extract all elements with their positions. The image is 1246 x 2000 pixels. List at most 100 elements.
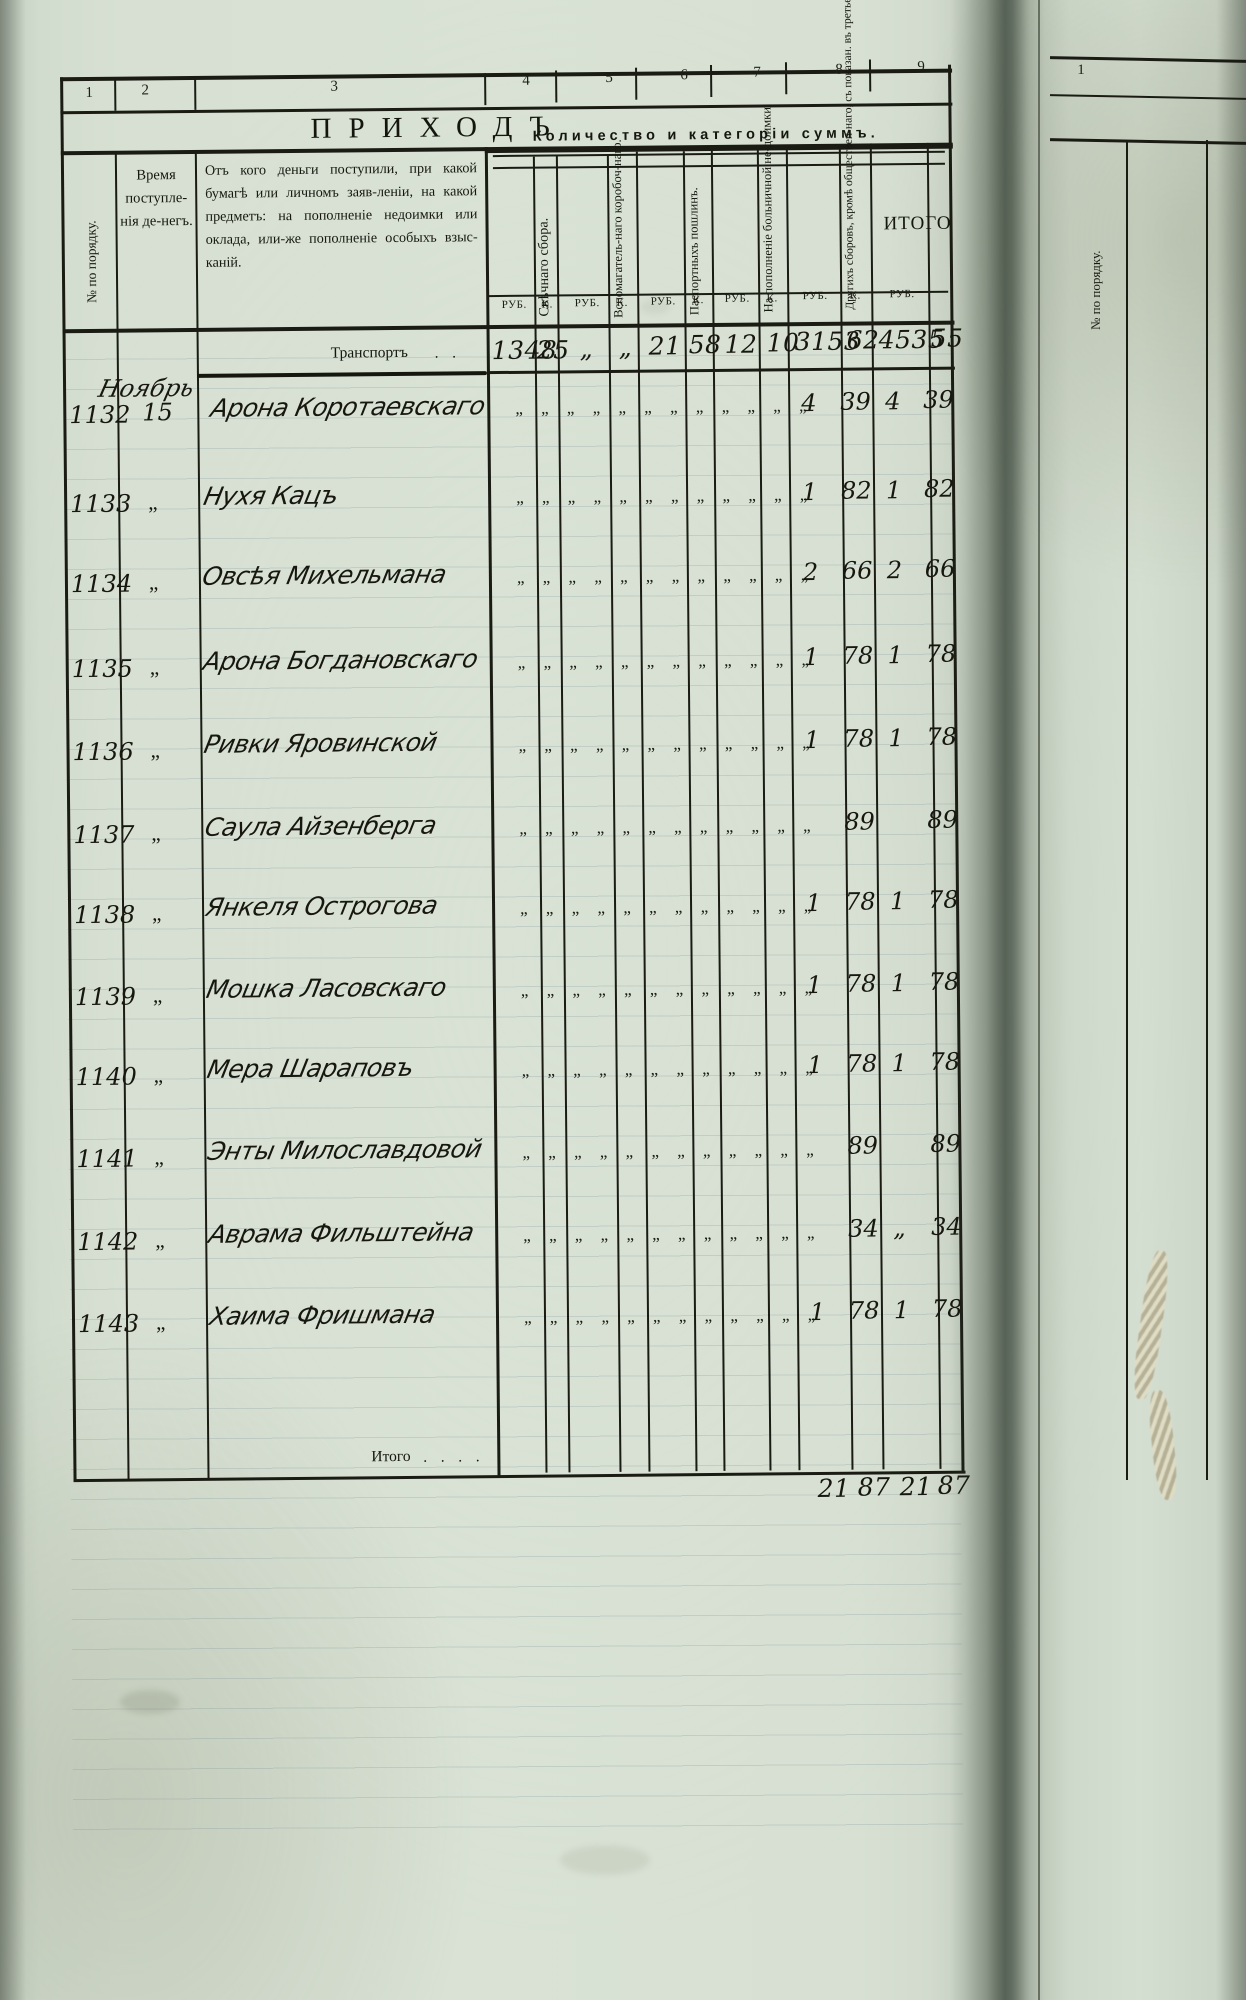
entry-c8-rub: 1 — [805, 888, 822, 918]
entry-dash-fill: „ „ „ „ „ „ „ „ „ „ „ „ — [515, 396, 814, 418]
entry-c9-kop: 89 — [927, 805, 958, 834]
col6-kop-label: К. — [692, 294, 704, 307]
entry-c8-rub: 1 — [801, 477, 818, 507]
entry-c9-kop: 78 — [926, 722, 958, 751]
transport-c8-kop: 62 — [846, 325, 880, 355]
entry-c9-kop: 78 — [928, 967, 960, 996]
entry-c9-rub: 1 — [885, 476, 902, 505]
entry-dash-fill: „ „ „ „ „ „ „ „ „ „ „ „ — [519, 895, 819, 918]
entry-c8-kop: 66 — [841, 556, 873, 585]
entry-c8-kop: 34 — [848, 1214, 879, 1243]
entry-c8-kop: 78 — [846, 1049, 878, 1078]
colnum-divider — [868, 59, 871, 92]
transport-row-label: Транспортъ — [330, 343, 408, 362]
col7-rub-label: РУБ. — [724, 292, 750, 305]
col7-header-label: На пополненіе больничной не-доимки. — [759, 103, 776, 313]
entry-no: 1138 — [73, 900, 136, 930]
transport-c7-rub: 12 — [724, 329, 758, 359]
entry-no: 1139 — [74, 982, 137, 1012]
colnum-divider — [555, 70, 557, 103]
col4-rub-label: РУБ. — [501, 298, 527, 311]
entry-c8-kop: 78 — [842, 641, 874, 670]
right-page-edge-shadow — [1216, 0, 1246, 2000]
entry-c8-kop: 82 — [840, 476, 872, 505]
entry-c9-rub: 2 — [886, 556, 903, 585]
col1-right-border — [114, 152, 130, 1481]
entry-c9-kop: 34 — [931, 1212, 962, 1241]
column-number-9: 9 — [917, 58, 925, 75]
footer-c9-rub: 21 — [899, 1471, 933, 1502]
entry-c8-rub: 4 — [801, 388, 817, 418]
amount-categories-subtitle: Количество и категоріи суммъ. — [532, 125, 880, 145]
col3-header-label: Отъ кого деньги поступили, при какой бум… — [204, 160, 478, 271]
entry-c9-rub: 1 — [890, 969, 907, 998]
entry-dash-fill: „ „ „ „ „ „ „ „ „ „ „ „ — [521, 1057, 821, 1080]
entry-dash-fill: „ „ „ „ „ „ „ „ „ „ „ „ — [522, 1139, 821, 1162]
entry-c8-kop: 89 — [844, 807, 875, 836]
entry-name: Мошка Ласовскаго — [203, 972, 449, 1004]
transport-c5-kop: „ — [618, 332, 633, 362]
footer-row-label: Итого — [371, 1447, 411, 1466]
entry-date: „ — [152, 983, 163, 1008]
entry-c8-kop: 78 — [845, 969, 877, 998]
entry-c8-rub: 1 — [809, 1297, 826, 1327]
left-page-edge-shadow — [0, 0, 26, 2000]
entry-c8-kop: 78 — [848, 1296, 880, 1325]
col2-header-text: Время поступле-нія де-негъ. — [120, 167, 193, 230]
entry-dash-fill: „ „ „ „ „ „ „ „ „ „ „ „ — [519, 815, 818, 838]
facing-page-vrule — [1126, 140, 1128, 1480]
entry-c8-rub: 1 — [803, 642, 820, 672]
entry-dash-fill: „ „ „ „ „ „ „ „ „ „ „ „ — [523, 1222, 822, 1245]
entry-c9-kop: 78 — [927, 885, 959, 914]
entry-name: Саула Айзенберга — [202, 810, 439, 842]
entry-date: „ — [155, 1310, 166, 1335]
frame-right-border — [948, 64, 965, 1473]
facing-page-rule-3 — [1049, 138, 1246, 145]
col5-header-label: Вспомагатель-наго коробоч-наго. — [609, 139, 626, 318]
entry-no: 1133 — [70, 489, 132, 519]
entry-c9-kop: 78 — [931, 1294, 963, 1323]
facing-page-column-label: № по порядку. — [1088, 250, 1103, 331]
transport-c6-kop: 58 — [688, 329, 722, 360]
transport-row-dots: . . — [434, 345, 462, 362]
entry-dash-fill: „ „ „ „ „ „ „ „ „ „ „ „ — [516, 485, 815, 507]
entry-no: 1141 — [76, 1144, 138, 1174]
entry-c9-rub: 1 — [888, 724, 904, 753]
entry-date: „ — [153, 1063, 164, 1088]
entry-name: Янкеля Острогова — [203, 890, 441, 922]
paper-smudge — [640, 300, 670, 314]
entry-c8-kop: 78 — [843, 724, 875, 753]
entry-name: Ривки Яровинской — [201, 727, 440, 759]
entry-no: 1140 — [75, 1062, 137, 1092]
entry-name: Хаима Фришмана — [207, 1299, 438, 1331]
colnum-divider — [784, 62, 787, 95]
entry-date: „ — [154, 1145, 164, 1170]
entry-dash-fill: „ „ „ „ „ „ „ „ „ „ „ „ — [518, 732, 817, 755]
entry-no: 1143 — [77, 1309, 140, 1339]
entry-c9-rub: 1 — [891, 1049, 908, 1078]
entry-c8-rub: 1 — [806, 970, 823, 1000]
entry-date: „ — [148, 490, 158, 515]
facing-page-column-number: 1 — [1077, 62, 1085, 78]
entry-c9-kop: 78 — [925, 639, 957, 668]
entry-c8-rub: 1 — [804, 725, 820, 755]
transport-c9-kop: 55 — [930, 323, 964, 353]
entry-no: 1137 — [73, 820, 135, 850]
entry-c9-kop: 82 — [923, 474, 955, 503]
facing-page-vrule-2 — [1206, 140, 1208, 1480]
transport-underline — [196, 371, 487, 378]
column-number-5: 5 — [605, 69, 613, 86]
colnum-divider — [194, 77, 197, 110]
entry-c9-rub: 1 — [893, 1296, 910, 1325]
col5-rub-label: РУБ. — [574, 297, 600, 310]
col8-header-label: Другихъ сборовъ, кромѣ обществен-наго, с… — [839, 0, 857, 310]
entry-c9-kop: 39 — [923, 385, 954, 414]
facing-page-rule-2 — [1049, 94, 1246, 100]
entry-c9-kop: 66 — [924, 554, 956, 583]
column-number-7: 7 — [753, 64, 761, 81]
entry-date: 15 — [142, 398, 173, 427]
colnum-divider — [709, 64, 712, 97]
colnum-divider — [635, 67, 637, 100]
column-number-3: 3 — [330, 78, 339, 95]
entry-dash-fill: „ „ „ „ „ „ „ „ „ „ „ „ — [523, 1304, 823, 1327]
